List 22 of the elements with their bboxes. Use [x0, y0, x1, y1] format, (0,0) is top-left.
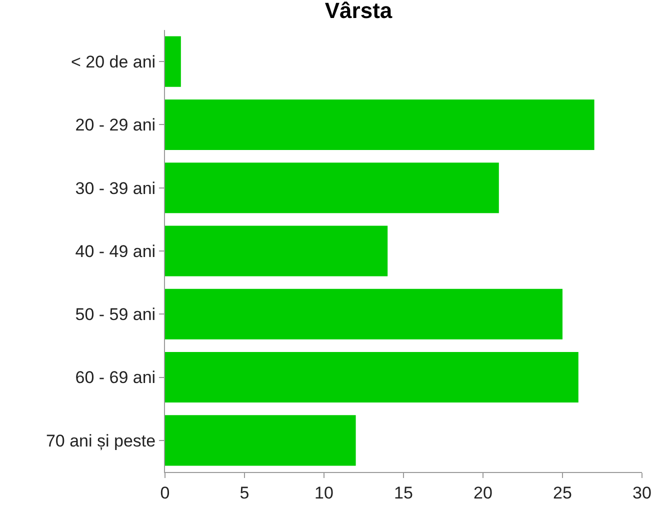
bar	[165, 99, 594, 150]
y-tick-label: 30 - 39 ani	[75, 178, 156, 198]
bar	[165, 226, 388, 276]
y-tick-label: < 20 de ani	[70, 52, 156, 72]
x-tick-label: 30	[632, 483, 652, 502]
bar	[165, 162, 499, 214]
chart-title: Vârsta	[324, 0, 393, 23]
bar	[165, 415, 356, 466]
y-tick-label: 20 - 29 ani	[75, 116, 156, 135]
x-tick-label: 10	[314, 483, 334, 502]
y-tick-label: 50 - 59 ani	[75, 305, 156, 324]
y-tick-label: 70 ani și peste	[46, 431, 156, 450]
y-tick-label: 60 - 69 ani	[75, 368, 156, 388]
x-tick-label: 20	[474, 483, 492, 502]
x-tick-label: 5	[240, 483, 250, 502]
x-tick-label: 25	[553, 483, 572, 502]
bar	[165, 352, 578, 403]
x-tick-label: 0	[160, 483, 170, 502]
bar	[165, 36, 181, 87]
bar	[165, 288, 562, 340]
x-tick-label: 15	[394, 483, 413, 502]
y-tick-label: 40 - 49 ani	[75, 242, 156, 261]
